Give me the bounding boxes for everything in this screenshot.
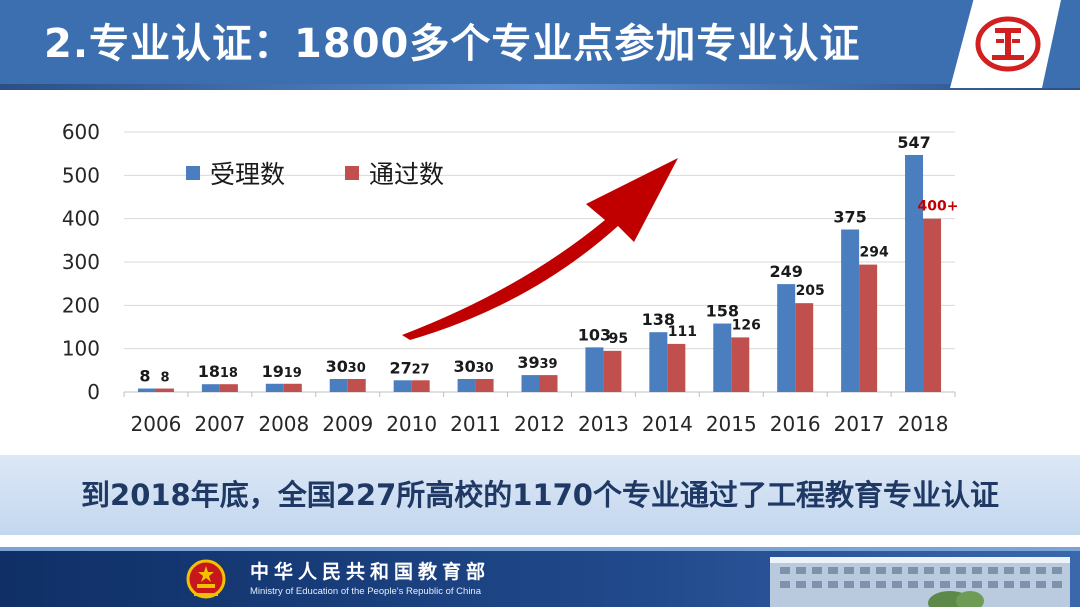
bar-passed (539, 375, 558, 392)
bar-accepted (841, 229, 860, 392)
data-label-accepted: 27 (390, 358, 412, 377)
bar-accepted (265, 383, 284, 392)
bar-accepted (201, 384, 220, 392)
legend-swatch-passed (345, 166, 359, 180)
x-tick-label: 2013 (578, 412, 629, 436)
data-label-passed: 111 (668, 324, 697, 340)
x-tick-label: 2007 (194, 412, 245, 436)
x-tick-label: 2011 (450, 412, 501, 436)
bar-passed (667, 343, 686, 392)
bar-accepted (457, 379, 476, 392)
data-label-accepted: 249 (769, 262, 802, 281)
bar-passed (155, 388, 174, 392)
trend-arrow (402, 158, 678, 340)
bar-passed (859, 264, 878, 392)
data-label-accepted: 547 (897, 133, 930, 152)
bar-accepted (905, 154, 924, 392)
summary-banner: 到2018年底，全国227所高校的1170个专业通过了工程教育专业认证 (0, 455, 1080, 535)
data-label-accepted: 30 (326, 357, 348, 376)
x-tick-label: 2018 (898, 412, 949, 436)
data-label-passed: 294 (859, 245, 888, 261)
data-label-passed: 8 (160, 371, 169, 386)
data-label-passed: 30 (476, 361, 494, 376)
bar-accepted (713, 323, 732, 392)
x-tick-label: 2012 (514, 412, 565, 436)
data-label-passed: 400+ (918, 199, 959, 215)
footer-divider (0, 547, 1080, 551)
x-tick-label: 2008 (258, 412, 309, 436)
x-tick-label: 2006 (131, 412, 182, 436)
data-label-passed: 205 (796, 283, 825, 299)
x-tick-label: 2014 (642, 412, 693, 436)
page-title: 2.专业认证：1800多个专业点参加专业认证 (44, 21, 861, 67)
data-label-accepted: 30 (453, 357, 475, 376)
bar-accepted (329, 379, 348, 392)
bar-accepted (585, 347, 604, 392)
bar-passed (347, 379, 366, 392)
ministry-name-cn: 中华人民共和国教育部 (250, 561, 491, 583)
y-tick-label: 500 (62, 163, 100, 187)
national-emblem-icon (186, 559, 226, 599)
data-label-accepted: 8 (139, 367, 150, 386)
legend-swatch-accepted (186, 166, 200, 180)
data-label-passed: 39 (539, 357, 557, 372)
data-label-accepted: 103 (578, 325, 611, 344)
bar-chart: 0 100 200 300 400 500 600 8 8 2006 18 18 2007 19 19 200… (62, 120, 959, 436)
legend-label-accepted: 受理数 (210, 160, 285, 189)
x-tick-label: 2009 (322, 412, 373, 436)
ministry-name-en: Ministry of Education of the People's Re… (250, 586, 481, 597)
bar-accepted (393, 380, 412, 392)
bar-passed (603, 350, 622, 392)
x-tick-label: 2017 (834, 412, 885, 436)
data-label-passed: 27 (412, 362, 430, 377)
ministry-building-image (770, 557, 1070, 607)
data-label-passed: 30 (348, 361, 366, 376)
data-label-passed: 126 (732, 317, 761, 333)
bar-passed (795, 303, 814, 392)
bar-passed (475, 379, 494, 392)
bar-passed (731, 337, 750, 392)
data-label-accepted: 39 (517, 353, 539, 372)
y-tick-label: 400 (62, 207, 100, 231)
data-label-accepted: 138 (642, 310, 675, 329)
data-label-passed: 18 (220, 366, 238, 381)
bar-passed (219, 384, 238, 392)
header-stripe (0, 84, 1080, 90)
x-tick-label: 2016 (770, 412, 821, 436)
legend-label-passed: 通过数 (369, 160, 444, 189)
bar-passed (923, 218, 942, 392)
x-tick-label: 2015 (706, 412, 757, 436)
data-label-passed: 19 (284, 366, 302, 381)
data-label-passed: 95 (609, 331, 628, 347)
y-tick-label: 200 (62, 293, 100, 317)
data-label-accepted: 158 (706, 302, 739, 321)
summary-text: 到2018年底，全国227所高校的1170个专业通过了工程教育专业认证 (81, 478, 999, 512)
engineering-certification-logo-icon (975, 16, 1041, 72)
data-label-accepted: 19 (262, 362, 284, 381)
y-tick-label: 600 (62, 120, 100, 144)
x-tick-label: 2010 (386, 412, 437, 436)
bar-accepted (521, 375, 540, 392)
header-bar (0, 0, 1080, 88)
y-tick-label: 0 (87, 380, 100, 404)
y-tick-label: 300 (62, 250, 100, 274)
bar-accepted (649, 332, 668, 392)
bar-accepted (137, 388, 156, 392)
data-label-accepted: 18 (198, 362, 220, 381)
bar-accepted (777, 284, 796, 392)
data-label-accepted: 375 (833, 208, 866, 227)
bar-passed (411, 380, 430, 392)
y-tick-label: 100 (62, 337, 100, 361)
bar-passed (283, 383, 302, 392)
